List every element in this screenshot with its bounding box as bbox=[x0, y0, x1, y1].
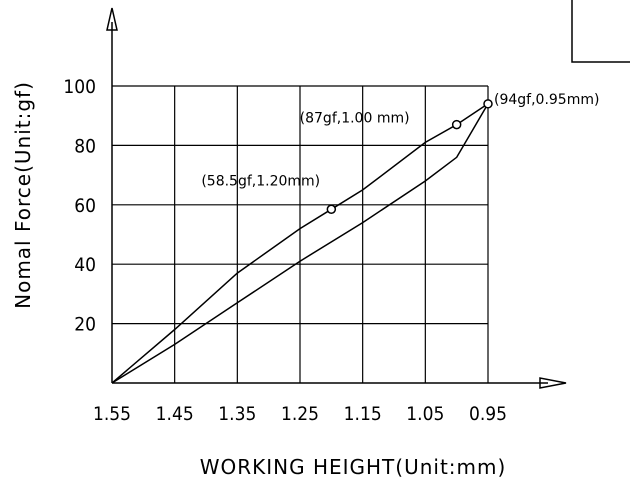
y-axis-arrow bbox=[106, 7, 118, 31]
x-tick-label: 1.35 bbox=[218, 403, 256, 425]
x-tick-labels: 1.55 1.45 1.35 1.25 1.15 1.05 0.95 bbox=[93, 403, 507, 425]
annotation-marker bbox=[483, 99, 493, 109]
annotation-label: (58.5gf,1.20mm) bbox=[201, 173, 320, 189]
grid bbox=[112, 85, 489, 383]
x-axis-arrow bbox=[539, 377, 567, 389]
series-line-2 bbox=[111, 103, 489, 384]
x-tick-label: 1.25 bbox=[281, 403, 319, 425]
annotation-label: (87gf,1.00 mm) bbox=[300, 111, 410, 127]
y-tick-label: 60 bbox=[74, 195, 96, 217]
y-tick-label: 100 bbox=[63, 76, 96, 98]
x-tick-label: 0.95 bbox=[469, 403, 507, 425]
x-tick-label: 1.15 bbox=[344, 403, 382, 425]
y-tick-labels: 100 80 60 40 20 bbox=[63, 76, 96, 336]
corner-box-fragment bbox=[571, 0, 630, 63]
x-tick-label: 1.05 bbox=[406, 403, 444, 425]
annotation-label: (94gf,0.95mm) bbox=[494, 92, 599, 108]
annotation-marker bbox=[451, 119, 462, 130]
x-tick-label: 1.45 bbox=[156, 403, 194, 425]
y-axis-label: Nomal Force(Unit:gf) bbox=[11, 81, 35, 309]
y-tick-label: 20 bbox=[74, 314, 96, 336]
annotation-marker bbox=[326, 204, 337, 215]
x-axis-label: WORKING HEIGHT(Unit:mm) bbox=[200, 455, 507, 479]
y-tick-label: 80 bbox=[74, 135, 96, 157]
y-tick-label: 40 bbox=[74, 254, 96, 276]
annotations: (58.5gf,1.20mm) (87gf,1.00 mm) (94gf,0.95m… bbox=[201, 92, 599, 215]
x-tick-label: 1.55 bbox=[93, 403, 131, 425]
axes bbox=[106, 7, 567, 389]
